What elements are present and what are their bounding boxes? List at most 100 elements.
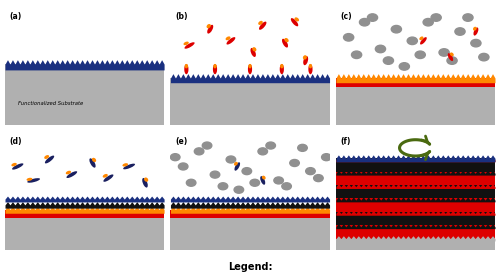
Ellipse shape — [66, 171, 77, 178]
Ellipse shape — [259, 22, 266, 30]
Ellipse shape — [184, 64, 188, 74]
Bar — [5, 210, 164, 218]
Ellipse shape — [92, 158, 96, 162]
Circle shape — [202, 142, 212, 149]
Circle shape — [266, 142, 276, 149]
Circle shape — [178, 163, 188, 170]
Ellipse shape — [250, 48, 256, 57]
Ellipse shape — [262, 176, 266, 180]
Text: Legend:: Legend: — [228, 262, 272, 272]
Ellipse shape — [184, 42, 189, 45]
Ellipse shape — [234, 162, 240, 171]
Circle shape — [447, 57, 457, 64]
Ellipse shape — [27, 178, 40, 183]
Circle shape — [344, 34, 353, 41]
Bar — [336, 212, 495, 225]
Ellipse shape — [474, 28, 478, 35]
Ellipse shape — [420, 37, 424, 40]
Ellipse shape — [26, 178, 32, 181]
Circle shape — [431, 14, 441, 21]
Circle shape — [194, 148, 204, 155]
Circle shape — [258, 148, 268, 155]
Ellipse shape — [284, 38, 288, 42]
Circle shape — [226, 156, 235, 163]
Ellipse shape — [142, 178, 148, 188]
Ellipse shape — [308, 64, 312, 74]
Ellipse shape — [66, 171, 71, 174]
Ellipse shape — [44, 155, 49, 159]
Ellipse shape — [102, 174, 108, 178]
Ellipse shape — [420, 37, 427, 45]
Ellipse shape — [450, 53, 454, 56]
Ellipse shape — [226, 37, 235, 45]
Bar — [336, 225, 495, 239]
Circle shape — [210, 171, 220, 178]
Text: (f): (f) — [340, 138, 351, 146]
Bar — [336, 185, 495, 199]
Text: (b): (b) — [175, 12, 188, 21]
Bar — [336, 172, 495, 185]
Ellipse shape — [258, 21, 263, 25]
Circle shape — [186, 179, 196, 186]
Circle shape — [399, 63, 409, 70]
Ellipse shape — [12, 163, 24, 170]
Ellipse shape — [104, 174, 114, 182]
Ellipse shape — [303, 55, 307, 60]
Circle shape — [423, 18, 434, 26]
Ellipse shape — [226, 36, 230, 40]
Ellipse shape — [280, 64, 283, 68]
Ellipse shape — [248, 64, 252, 74]
Bar — [170, 218, 330, 250]
Ellipse shape — [448, 53, 453, 61]
Ellipse shape — [260, 176, 265, 185]
Text: (e): (e) — [175, 138, 188, 146]
Circle shape — [274, 177, 283, 184]
Ellipse shape — [214, 64, 216, 68]
Bar — [336, 158, 495, 172]
Circle shape — [407, 37, 418, 45]
Ellipse shape — [144, 177, 148, 182]
Circle shape — [290, 160, 300, 166]
Circle shape — [415, 51, 426, 59]
Circle shape — [282, 183, 292, 190]
Ellipse shape — [184, 42, 194, 49]
Ellipse shape — [473, 27, 476, 31]
Ellipse shape — [294, 17, 299, 21]
Ellipse shape — [308, 64, 312, 68]
Circle shape — [170, 154, 180, 161]
Text: Functionalized Substrate: Functionalized Substrate — [18, 101, 83, 106]
Circle shape — [360, 18, 370, 26]
Ellipse shape — [184, 64, 188, 68]
Circle shape — [298, 144, 308, 151]
Ellipse shape — [12, 163, 17, 166]
Ellipse shape — [303, 56, 308, 65]
Ellipse shape — [213, 64, 217, 74]
Circle shape — [322, 154, 331, 161]
Circle shape — [455, 28, 465, 35]
Bar — [5, 64, 164, 125]
Text: (d): (d) — [10, 138, 22, 146]
Ellipse shape — [45, 156, 54, 163]
Circle shape — [352, 51, 362, 59]
Circle shape — [439, 49, 449, 56]
Circle shape — [218, 183, 228, 190]
Circle shape — [479, 53, 489, 61]
Circle shape — [234, 186, 243, 193]
Bar — [336, 199, 495, 212]
Bar — [336, 239, 495, 250]
Circle shape — [376, 45, 386, 53]
Text: (c): (c) — [340, 12, 352, 21]
Circle shape — [306, 168, 315, 175]
Circle shape — [314, 175, 323, 182]
Ellipse shape — [206, 24, 211, 28]
Circle shape — [242, 168, 252, 175]
Bar — [170, 78, 330, 125]
Ellipse shape — [282, 39, 288, 48]
Ellipse shape — [207, 25, 213, 34]
Ellipse shape — [248, 64, 252, 68]
Bar — [170, 210, 330, 218]
Ellipse shape — [280, 64, 284, 74]
Ellipse shape — [90, 158, 96, 168]
Ellipse shape — [252, 47, 256, 51]
Circle shape — [392, 26, 402, 33]
